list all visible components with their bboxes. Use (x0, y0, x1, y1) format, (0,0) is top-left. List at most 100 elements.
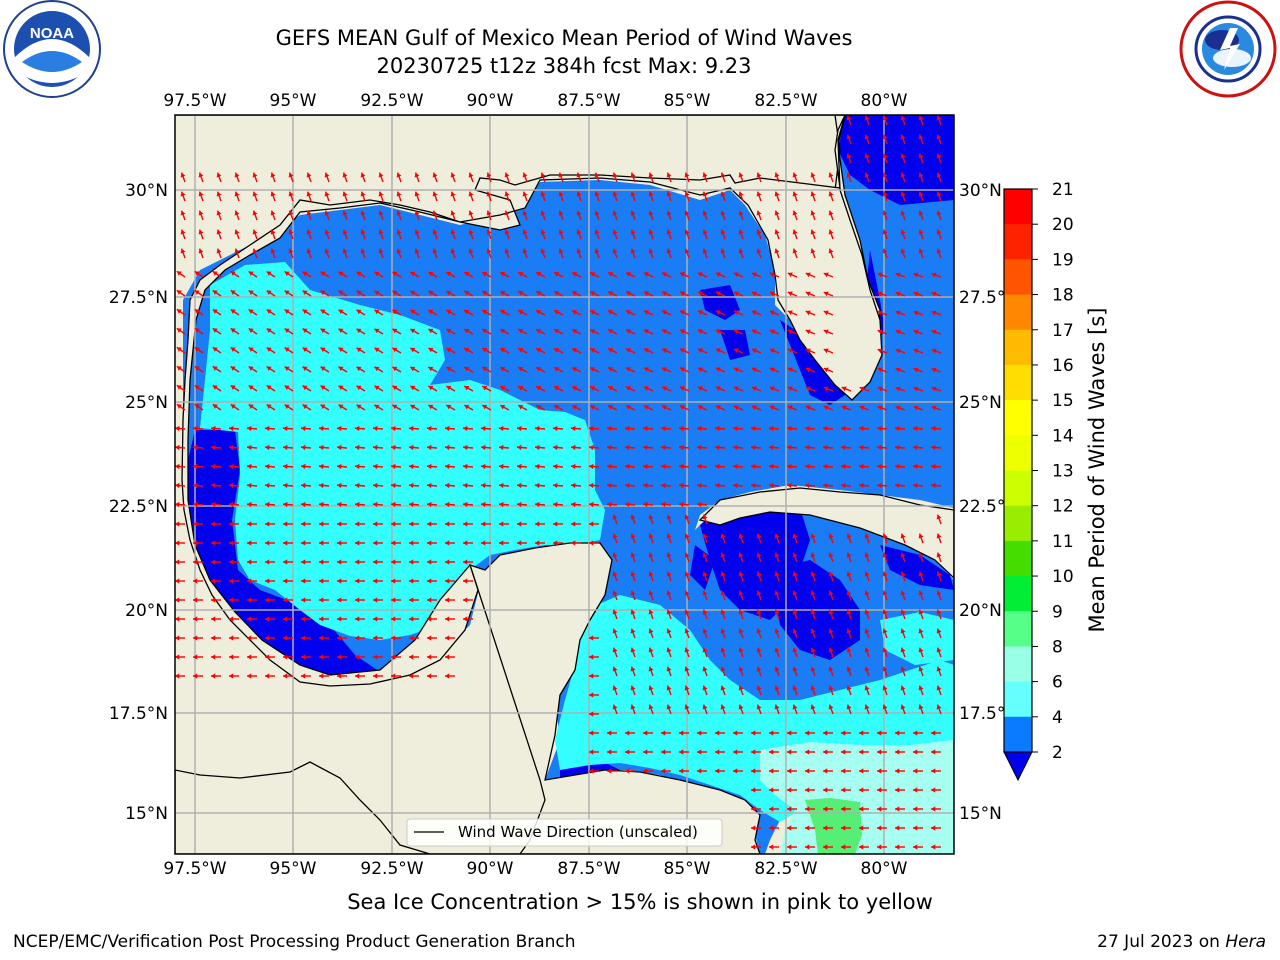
wave-arrowhead (608, 291, 614, 296)
wave-arrowhead (409, 578, 414, 584)
wave-arrowhead (590, 310, 596, 315)
wave-arrowhead (229, 463, 234, 470)
wave-arrowhead (302, 385, 308, 391)
wave-arrowhead (427, 540, 432, 546)
wave-arrowhead (410, 328, 416, 334)
wave-arrowhead (828, 628, 834, 634)
wave-arrowhead (445, 559, 450, 565)
wave-arrowhead (446, 385, 452, 391)
wave-arrowhead (895, 425, 900, 432)
wave-arrowhead (792, 628, 798, 634)
colorbar-tick-label: 10 (1052, 567, 1074, 587)
wave-arrowhead (643, 367, 649, 372)
wave-arrowhead (931, 463, 936, 470)
wave-arrowhead (355, 654, 360, 660)
wave-arrowhead (319, 559, 324, 565)
wave-arrowhead (391, 521, 396, 527)
wave-arrowhead (846, 552, 852, 558)
wave-arrowhead (828, 647, 834, 653)
wave-arrowhead (356, 385, 362, 391)
wave-arrowhead (846, 647, 852, 653)
wave-arrowhead (355, 540, 360, 546)
wave-arrowhead (859, 405, 865, 411)
wave-arrowhead (247, 559, 252, 565)
wave-arrowhead (518, 272, 524, 277)
wave-arrowhead (481, 521, 486, 527)
wave-arrowhead (248, 290, 254, 295)
wave-arrowhead (337, 501, 342, 508)
lat-label-left: 25°N (125, 393, 168, 413)
wave-arrowhead (283, 540, 288, 546)
wave-arrowhead (913, 291, 919, 297)
wave-arrowhead (612, 609, 618, 615)
wave-arrowhead (504, 172, 510, 178)
wave-arrowhead (445, 501, 450, 508)
wave-arrowhead (841, 768, 846, 774)
wave-arrowhead (648, 229, 654, 235)
wind-wave-direction-arrows (175, 115, 942, 850)
wave-arrowhead (211, 444, 216, 451)
wave-arrowhead (373, 501, 378, 508)
wave-arrowhead (859, 425, 864, 432)
wave-arrowhead (846, 628, 852, 634)
wave-arrowhead (661, 730, 666, 736)
wave-arrowhead (774, 248, 780, 254)
wave-arrowhead (882, 210, 888, 216)
wave-arrowhead (895, 291, 901, 297)
wave-arrowhead (805, 730, 810, 736)
wave-arrowhead (589, 673, 594, 679)
wave-arrowhead (409, 444, 414, 451)
wave-arrowhead (738, 571, 744, 577)
wave-arrowhead (756, 248, 762, 254)
wave-arrowhead (918, 134, 924, 140)
wave-arrowhead (733, 367, 739, 373)
wave-arrowhead (661, 463, 666, 470)
wave-arrowhead (356, 271, 362, 277)
wave-arrowhead (612, 590, 618, 596)
wave-arrowhead (374, 347, 380, 353)
wave-arrowhead (319, 425, 324, 432)
wave-arrowhead (738, 210, 744, 216)
wave-arrowhead (715, 272, 721, 278)
wave-arrowhead (373, 597, 378, 603)
wave-arrowhead (805, 329, 811, 335)
wave-arrowhead (918, 172, 924, 178)
wave-arrowhead (823, 367, 829, 373)
wave-arrowhead (337, 654, 342, 660)
wave-arrowhead (630, 571, 636, 577)
lon-label-bottom: 80°W (861, 859, 908, 879)
wave-arrowhead (252, 248, 258, 254)
wave-arrowhead (900, 685, 906, 691)
wave-arrowhead (805, 844, 810, 850)
colorbar-segment (1004, 435, 1032, 471)
wave-arrowhead (212, 347, 218, 352)
wave-arrowhead (769, 425, 774, 432)
wave-arrowhead (301, 540, 306, 546)
wave-arrowhead (391, 597, 396, 603)
wave-arrowhead (936, 134, 942, 140)
wave-arrowhead (553, 501, 558, 508)
wave-arrowhead (463, 616, 468, 622)
wave-arrowhead (590, 291, 596, 296)
wave-arrowhead (468, 172, 474, 178)
wave-arrowhead (247, 444, 252, 451)
wave-arrowhead (486, 172, 492, 178)
wave-arrowhead (877, 310, 883, 316)
wave-arrowhead (805, 310, 811, 316)
wave-arrowhead (180, 229, 186, 235)
lon-label-bottom: 87.5°W (557, 859, 620, 879)
wave-arrowhead (572, 405, 578, 410)
wave-arrowhead (247, 635, 252, 641)
wave-arrowhead (554, 272, 560, 277)
wave-arrowhead (918, 552, 924, 558)
wave-arrowhead (918, 609, 924, 615)
wave-arrowhead (283, 521, 288, 527)
wave-arrowhead (738, 647, 744, 653)
wave-arrowhead (229, 597, 234, 603)
wave-arrowhead (787, 291, 793, 297)
wave-arrowhead (355, 559, 360, 565)
wave-arrowhead (612, 628, 618, 634)
wave-arrowhead (936, 514, 942, 520)
wave-arrowhead (392, 290, 398, 296)
wave-arrowhead (895, 806, 900, 812)
